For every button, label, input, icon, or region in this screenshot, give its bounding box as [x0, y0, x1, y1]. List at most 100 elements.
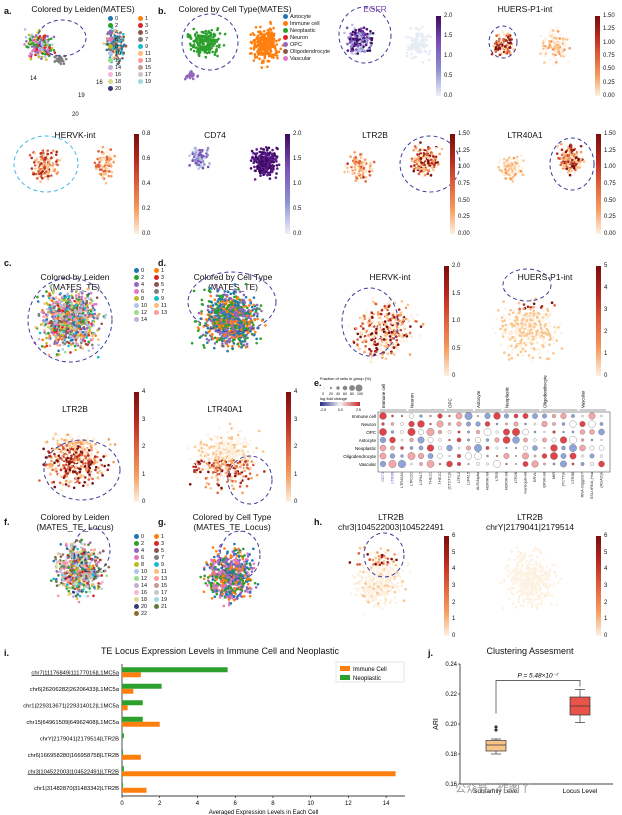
umap-point [256, 304, 259, 307]
umap-point [425, 153, 428, 156]
umap-point [218, 295, 221, 298]
umap-point [368, 331, 371, 334]
umap-point [71, 297, 74, 300]
umap-point [106, 151, 109, 154]
umap-point [268, 172, 271, 175]
umap-point [267, 41, 270, 44]
umap-point [93, 320, 96, 323]
umap-point [374, 343, 377, 346]
umap-point [266, 45, 269, 48]
umap-point [226, 294, 229, 297]
umap-point [255, 342, 258, 345]
umap-point [215, 50, 218, 53]
umap-point [515, 166, 518, 169]
umap-point [92, 347, 95, 350]
umap-point [412, 170, 415, 173]
umap-point [423, 42, 426, 45]
umap-point [202, 334, 205, 337]
umap-point [102, 176, 105, 179]
umap-point [42, 295, 45, 298]
umap-point [184, 78, 187, 81]
umap-point [76, 343, 79, 346]
umap-point [379, 342, 382, 345]
umap-point [230, 293, 233, 296]
umap-point [427, 148, 430, 151]
umap-point [58, 159, 61, 162]
umap-point [216, 319, 219, 322]
umap-point [56, 164, 59, 167]
umap-point [268, 147, 271, 150]
umap-point [48, 327, 51, 330]
umap-point [113, 159, 116, 162]
umap-point [400, 311, 403, 314]
umap-point [270, 54, 273, 57]
umap-point [390, 352, 393, 355]
umap-point [532, 357, 535, 360]
umap-point [85, 330, 88, 333]
umap-point [394, 327, 397, 330]
umap-point [55, 296, 58, 299]
umap-point [42, 311, 45, 314]
umap-point [34, 54, 37, 57]
umap-point [419, 50, 422, 53]
umap-point [577, 161, 580, 164]
umap-point [218, 46, 221, 49]
umap-point [241, 309, 244, 312]
umap-point [211, 316, 214, 319]
umap-point [191, 342, 194, 345]
umap-point [263, 148, 266, 151]
umap-point [386, 330, 389, 333]
umap-point [405, 36, 408, 39]
umap-point [579, 164, 582, 167]
umap-point [510, 158, 513, 161]
umap-point [37, 161, 40, 164]
umap-point [365, 340, 368, 343]
umap-point [199, 48, 202, 51]
umap-point [227, 305, 230, 308]
umap-point [50, 311, 53, 314]
umap-point [419, 157, 422, 160]
umap-point [111, 171, 114, 174]
umap-point [497, 309, 500, 312]
umap-point [416, 150, 419, 153]
umap-point [502, 335, 505, 338]
umap-point [204, 48, 207, 51]
umap-point [81, 296, 84, 299]
umap-point [428, 50, 431, 53]
umap-point [87, 308, 90, 311]
umap-point [391, 326, 394, 329]
umap-point [402, 314, 405, 317]
umap-point [85, 321, 88, 324]
umap-point [36, 296, 39, 299]
umap-point [494, 42, 497, 45]
umap-point [506, 33, 509, 36]
umap-point [494, 332, 497, 335]
umap-point [240, 334, 243, 337]
umap-point [92, 303, 95, 306]
umap-point [378, 327, 381, 330]
umap-point [224, 342, 227, 345]
umap-point [41, 338, 44, 341]
umap-point [200, 312, 203, 315]
umap-point [268, 152, 271, 155]
umap-point [398, 331, 401, 334]
umap-point [361, 341, 364, 344]
umap-point [55, 338, 58, 341]
umap-point [66, 312, 69, 315]
umap-point [59, 344, 62, 347]
umap-point [227, 319, 230, 322]
umap-point [564, 43, 567, 46]
umap-point [520, 159, 523, 162]
umap-point [48, 337, 51, 340]
umap-point [580, 151, 583, 154]
umap-point [265, 49, 268, 52]
umap-point [250, 47, 253, 50]
umap-point [75, 304, 78, 307]
umap-point [513, 157, 516, 160]
umap-point [363, 26, 366, 29]
umap-point [504, 174, 507, 177]
umap-point [37, 300, 40, 303]
umap-point [278, 163, 281, 166]
umap-point [87, 312, 90, 315]
umap-point [438, 153, 441, 156]
